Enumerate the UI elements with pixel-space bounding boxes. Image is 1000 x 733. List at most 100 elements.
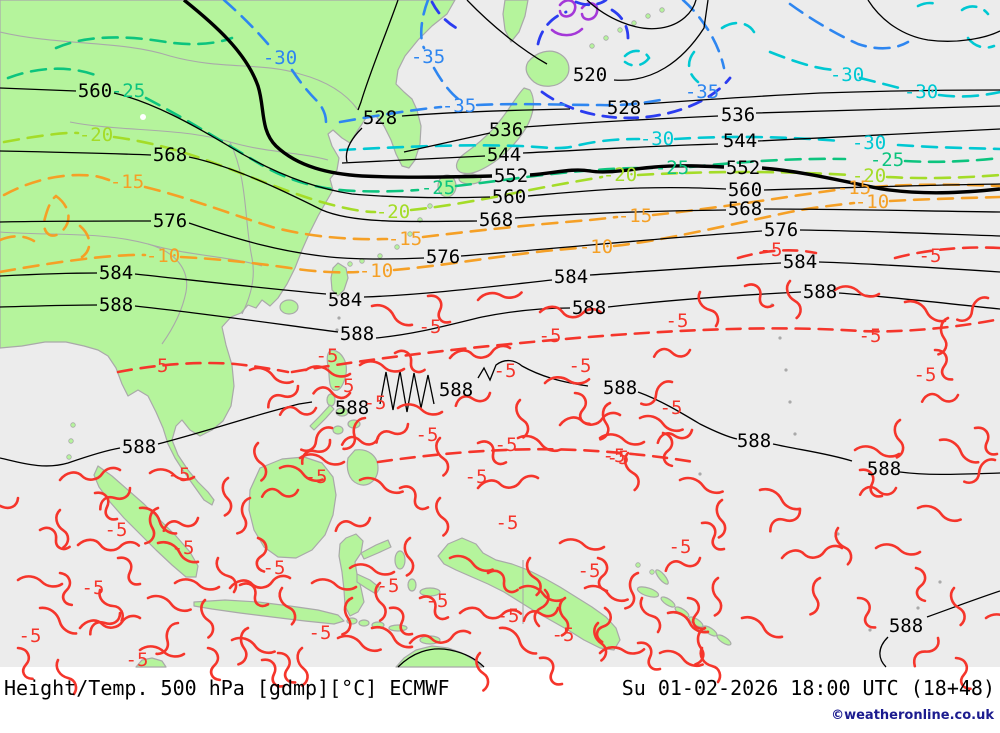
temp-label--35: -35 [442, 95, 476, 117]
temp-squiggle-minus5 [558, 538, 606, 551]
temp-label--10: -10 [855, 191, 889, 213]
temp-squiggle-minus5 [238, 582, 270, 608]
land-visayas-1 [335, 407, 349, 417]
temp-label--20: -20 [603, 164, 637, 186]
temp-label--5: -5 [496, 512, 519, 534]
contour-labels: 5605685765845885885285365445525605685765… [19, 46, 942, 671]
temp-label--5: -5 [569, 355, 592, 377]
temp-squiggle-minus5 [16, 646, 34, 681]
temp-squiggle-minus5 [396, 403, 444, 416]
temp-label--5: -5 [859, 325, 882, 347]
height-label-568: 568 [153, 144, 187, 166]
temp-squiggle-minus5 [758, 487, 802, 511]
temp-squiggle-minus5 [38, 526, 71, 551]
map-valid-time: Su 01-02-2026 18:00 UTC (18+48) [621, 676, 995, 700]
islet-speck [938, 580, 942, 584]
temp-squiggle-minus5 [664, 556, 702, 573]
temp-label--5: -5 [263, 557, 286, 579]
land-solomon-5 [716, 634, 732, 646]
temp-label--35: -35 [685, 81, 719, 103]
height-label-584: 584 [328, 289, 362, 311]
temp-label--35: -35 [411, 46, 445, 68]
temp-squiggle-minus5 [697, 290, 720, 328]
temp-squiggle-minus5 [312, 386, 352, 400]
temp-squiggle-minus5 [58, 571, 74, 607]
height-label-544: 544 [487, 144, 521, 166]
temp-contour-minus15 [0, 173, 1000, 259]
temp-squiggle-minus5 [678, 476, 724, 495]
temp-squiggle-minus5 [358, 360, 406, 373]
islet-speck [698, 472, 702, 476]
temp-squiggle-minus5 [418, 595, 450, 621]
land-sulawesi-arm-north [360, 539, 392, 560]
height-contour-536 [403, 105, 1000, 153]
temp-contour-minus40 [430, 0, 732, 120]
height-contour-576 [0, 220, 1000, 260]
temp-label--5: -5 [494, 360, 517, 382]
temp-squiggle-minus5 [143, 506, 160, 545]
temp-squiggle-minus5 [235, 496, 252, 535]
temp-label--30: -30 [904, 81, 938, 103]
temp-squiggle-minus5 [769, 508, 802, 533]
island-dot [407, 231, 413, 237]
temp-squiggle-minus5 [543, 376, 591, 385]
temp-label--15: -15 [388, 228, 422, 250]
temp-squiggle-minus5 [522, 606, 560, 623]
temp-squiggle-minus5 [785, 279, 802, 320]
temp-label--5: -5 [666, 310, 689, 332]
height-label-536: 536 [489, 119, 523, 141]
temp-label--5: -5 [497, 605, 520, 627]
temp-contour-minus30 [338, 1, 1000, 152]
temp-squiggle-minus5 [403, 536, 415, 577]
temp-squiggle-minus5 [833, 285, 881, 298]
height-label-588: 588 [99, 294, 133, 316]
temp-squiggle-minus5 [938, 438, 980, 464]
temp-squiggle-minus5 [215, 556, 238, 594]
temp-squiggle-minus5 [658, 649, 704, 668]
temp-squiggle-minus5 [298, 453, 346, 466]
temp-squiggle-minus5 [699, 646, 722, 684]
temp-squiggle-minus5 [55, 508, 70, 549]
temp-squiggle-minus5 [853, 445, 901, 458]
islet-speck [788, 400, 792, 404]
temp-label--10: -10 [359, 260, 393, 282]
temp-squiggle-minus5 [408, 629, 472, 645]
temp-squiggle-minus5 [393, 349, 426, 374]
temp-label--25: -25 [655, 157, 689, 179]
temp-squiggle-minus5 [809, 576, 822, 616]
height-contour-588-south [0, 359, 1000, 476]
temp-squiggle-minus5 [638, 414, 684, 433]
temp-squiggle-minus5 [486, 569, 519, 594]
temp-squiggle-minus5 [711, 576, 723, 617]
temp-squiggle-minus5 [893, 418, 905, 459]
temp-squiggle-minus5 [780, 544, 844, 560]
height-label-584: 584 [99, 262, 133, 284]
land-hokkaido [525, 50, 570, 87]
temp-squiggle-minus5 [278, 464, 324, 483]
land-sulawesi [338, 533, 365, 617]
land-honshu [455, 87, 535, 175]
temp-squiggle-minus5 [98, 588, 124, 623]
temp-label--10: -10 [579, 236, 613, 258]
height-contours [0, 0, 1000, 668]
temp-squiggle-minus5 [476, 440, 508, 466]
temp-label--30: -30 [852, 132, 886, 154]
map-product-title: Height/Temp. 500 hPa [gdmp][°C] ECMWF [4, 676, 450, 700]
temp-squiggle-minus5 [230, 636, 276, 655]
temp-squiggle-minus5 [973, 426, 999, 456]
temp-squiggle-minus5 [912, 636, 940, 668]
height-label-588: 588 [335, 397, 369, 419]
temp-squiggle-minus5 [358, 476, 404, 495]
temp-squiggle-minus5 [348, 563, 396, 576]
temp-squiggle-minus5 [538, 305, 603, 319]
temp-squiggle-minus5 [914, 566, 927, 603]
height-label-560: 560 [492, 186, 526, 208]
temp-squiggle-minus5 [426, 294, 452, 324]
height-label-568: 568 [479, 209, 513, 231]
temp-label--5: -5 [19, 625, 42, 647]
temp-squiggle-minus5 [374, 581, 387, 622]
temp-squiggle-minus5 [949, 586, 966, 627]
temp-label--20: -20 [79, 124, 113, 146]
temp-squiggle-minus5 [984, 613, 1000, 620]
